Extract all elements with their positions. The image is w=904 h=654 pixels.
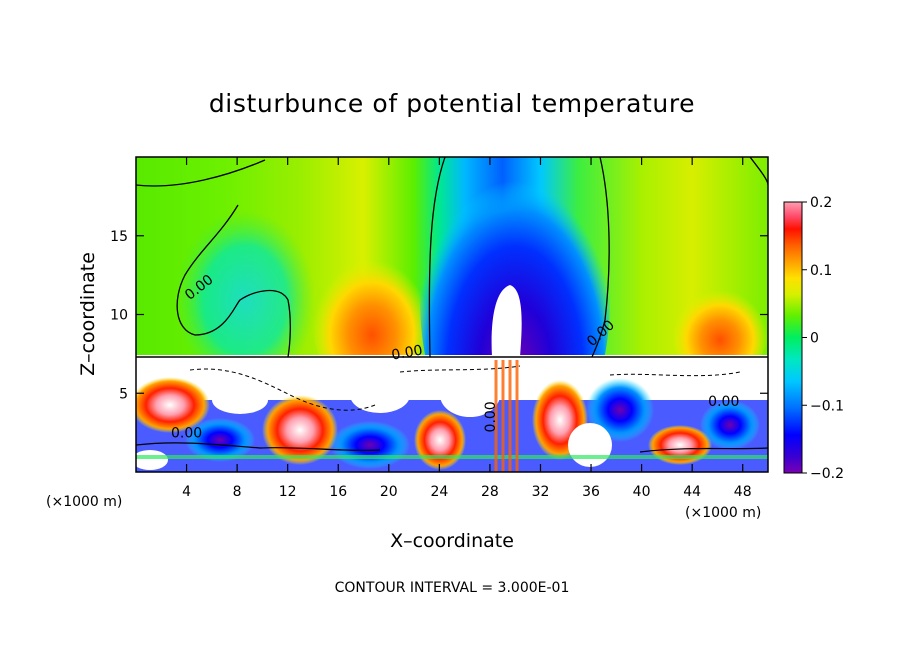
- y-axis-ticks: 5 10 15: [110, 229, 768, 402]
- contour-label: 0.00: [483, 401, 499, 432]
- red-cell-2: [262, 395, 338, 465]
- white-cell-3: [440, 373, 500, 417]
- contour-label: 0.00: [171, 425, 202, 441]
- plot-area: [136, 157, 768, 472]
- x-tick-label: 40: [633, 484, 651, 500]
- x-tick-label: 28: [481, 484, 499, 500]
- contour-label: 0.00: [708, 394, 739, 410]
- y-tick-label: 5: [119, 386, 128, 402]
- contour-interval-note: CONTOUR INTERVAL = 3.000E-01: [335, 580, 570, 596]
- dashed-contours-lower: [189, 365, 741, 411]
- y-tick-label: 10: [110, 308, 128, 324]
- red-cell-3: [414, 410, 466, 470]
- blue-cell-4: [700, 400, 760, 450]
- white-cell-1: [212, 386, 268, 414]
- colorbar: 0.2 0.1 0 −0.1 −0.2: [783, 195, 844, 482]
- x-tick-label: 8: [233, 484, 242, 500]
- contour-label: 0.00: [390, 343, 423, 364]
- colorbar-tick-label: −0.1: [810, 398, 844, 414]
- cyan-patch-left: [175, 210, 315, 390]
- white-cell-5: [660, 371, 740, 399]
- colorbar-ticks: 0.2 0.1 0 −0.1 −0.2: [802, 195, 844, 482]
- x-tick-label: 16: [329, 484, 347, 500]
- x-unit-left: (×1000 m): [46, 494, 122, 510]
- blue-cell-2: [330, 421, 410, 469]
- colorbar-tick-label: 0.2: [810, 195, 832, 211]
- zero-contour-top: [136, 159, 266, 187]
- zero-contour-left: [176, 204, 291, 358]
- blue-cell-3: [586, 378, 654, 442]
- colorbar-tick-label: −0.2: [810, 466, 844, 482]
- x-tick-label: 48: [734, 484, 752, 500]
- x-tick-label: 44: [683, 484, 701, 500]
- vertical-streaks: [494, 360, 519, 472]
- x-axis-label: X–coordinate: [390, 530, 514, 552]
- white-cell-2: [350, 377, 410, 413]
- colorbar-scale: [783, 201, 803, 474]
- chart-title: disturbunce of potential temperature: [209, 89, 695, 118]
- x-tick-label: 20: [380, 484, 398, 500]
- y-axis-label: Z–coordinate: [77, 252, 99, 376]
- x-unit-right: (×1000 m): [685, 505, 761, 521]
- y-tick-label: 15: [110, 229, 128, 245]
- zero-contour-plume-left: [428, 157, 446, 358]
- white-cell-6: [136, 450, 168, 470]
- white-plume-core: [491, 285, 522, 357]
- x-tick-label: 4: [182, 484, 191, 500]
- red-cell-1: [136, 377, 210, 433]
- blue-cell-1: [185, 418, 255, 462]
- green-strip-lower: [136, 455, 768, 459]
- x-tick-label: 12: [279, 484, 297, 500]
- colorbar-tick-label: 0: [810, 331, 819, 347]
- x-tick-label: 36: [582, 484, 600, 500]
- x-axis-ticks: 4 8 12 16 20 24 28 32 36 40 44 48: [182, 157, 752, 500]
- x-tick-label: 24: [430, 484, 448, 500]
- x-tick-label: 32: [532, 484, 550, 500]
- zero-contour-lower: [136, 442, 768, 453]
- colorbar-tick-label: 0.1: [810, 263, 832, 279]
- zero-contour-plume-right: [591, 157, 610, 358]
- white-cell-4: [568, 423, 612, 467]
